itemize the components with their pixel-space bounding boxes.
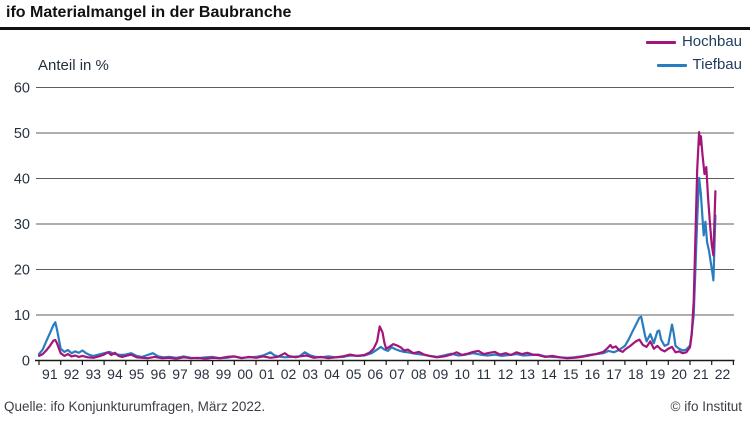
hochbau-line-swatch xyxy=(645,40,676,44)
svg-text:40: 40 xyxy=(14,172,30,188)
legend-label-hochbau: Hochbau xyxy=(681,33,742,50)
svg-text:06: 06 xyxy=(368,366,384,382)
svg-text:0: 0 xyxy=(22,354,30,370)
source-note: Quelle: ifo Konjunkturumfragen, März 202… xyxy=(4,399,266,414)
svg-text:60: 60 xyxy=(14,81,30,97)
legend-label-tiefbau: Tiefbau xyxy=(692,56,742,73)
svg-text:11: 11 xyxy=(477,366,492,382)
svg-text:09: 09 xyxy=(433,366,449,382)
svg-text:17: 17 xyxy=(606,366,622,382)
svg-text:10: 10 xyxy=(454,366,470,382)
copyright-note: © ifo Institut xyxy=(670,399,742,414)
svg-text:07: 07 xyxy=(389,366,405,382)
svg-text:20: 20 xyxy=(14,263,30,279)
svg-text:97: 97 xyxy=(172,366,188,382)
svg-text:92: 92 xyxy=(64,366,80,382)
tiefbau-line-swatch xyxy=(656,63,687,67)
legend: Hochbau Tiefbau xyxy=(645,33,742,74)
chart-title: ifo Materialmangel in der Baubranche xyxy=(6,4,292,21)
svg-text:15: 15 xyxy=(563,366,579,382)
svg-text:21: 21 xyxy=(693,366,709,382)
svg-text:98: 98 xyxy=(194,366,210,382)
svg-text:03: 03 xyxy=(302,366,318,382)
svg-text:19: 19 xyxy=(650,366,666,382)
svg-text:04: 04 xyxy=(324,366,340,382)
y-tick-labels: 0 10 20 30 40 50 60 xyxy=(14,81,30,370)
legend-item-hochbau: Hochbau xyxy=(645,33,742,51)
svg-text:14: 14 xyxy=(541,366,557,382)
svg-text:08: 08 xyxy=(411,366,427,382)
svg-text:94: 94 xyxy=(107,366,123,382)
svg-text:12: 12 xyxy=(498,366,514,382)
svg-text:91: 91 xyxy=(42,366,58,382)
svg-text:96: 96 xyxy=(151,366,167,382)
tiefbau-series-line xyxy=(37,176,717,360)
svg-text:01: 01 xyxy=(259,366,275,382)
gridlines xyxy=(36,87,734,316)
svg-text:16: 16 xyxy=(585,366,601,382)
x-axis xyxy=(35,359,735,365)
hochbau-series-line xyxy=(37,131,717,360)
svg-text:13: 13 xyxy=(519,366,535,382)
svg-text:00: 00 xyxy=(237,366,253,382)
svg-text:05: 05 xyxy=(346,366,362,382)
legend-item-tiefbau: Tiefbau xyxy=(656,56,742,74)
svg-text:99: 99 xyxy=(216,366,232,382)
svg-text:20: 20 xyxy=(671,366,687,382)
x-tick-labels: 91 92 93 94 95 96 97 98 99 00 01 02 03 04 05 06 07 08 09 10… xyxy=(42,366,730,382)
svg-text:02: 02 xyxy=(281,366,297,382)
title-rule xyxy=(0,27,750,30)
svg-text:18: 18 xyxy=(628,366,644,382)
y-axis-unit-label: Anteil in % xyxy=(38,57,109,74)
svg-text:22: 22 xyxy=(715,366,731,382)
svg-text:93: 93 xyxy=(85,366,101,382)
svg-text:30: 30 xyxy=(14,217,30,233)
svg-text:95: 95 xyxy=(129,366,145,382)
svg-text:50: 50 xyxy=(14,126,30,142)
svg-text:10: 10 xyxy=(14,308,30,324)
